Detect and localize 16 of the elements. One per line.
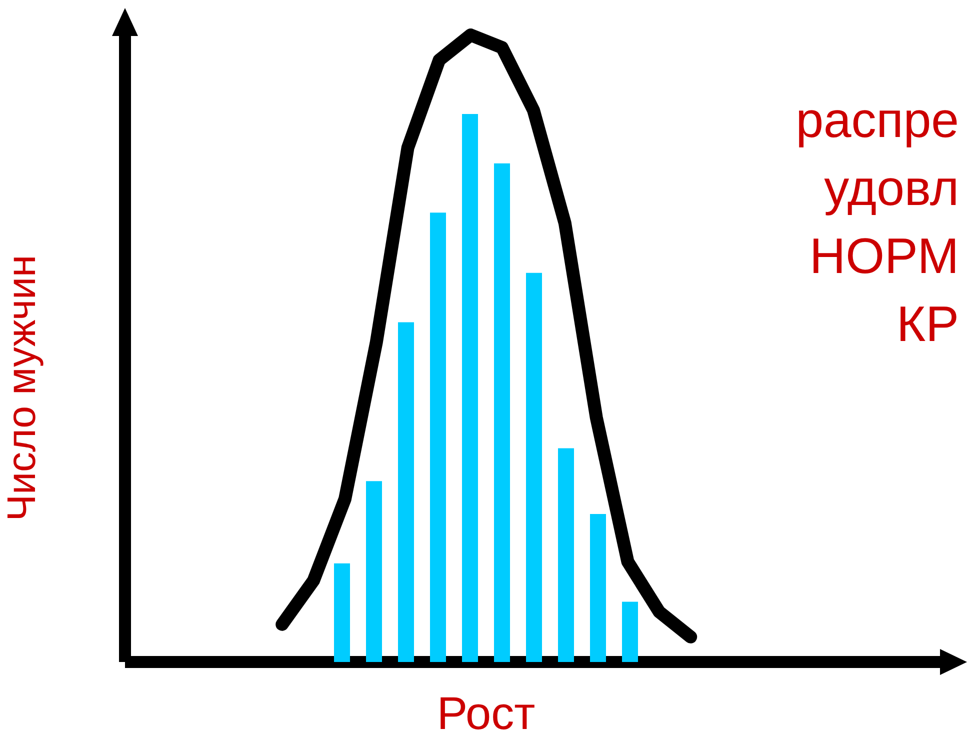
bar (622, 602, 638, 662)
bar (398, 322, 414, 662)
text: КР (896, 296, 959, 352)
text: распре (796, 92, 959, 148)
bar (494, 163, 510, 662)
y-axis-title: Число мужчин (0, 254, 44, 522)
bar (558, 448, 574, 662)
x-axis-title: Рост (436, 687, 536, 739)
bar (334, 563, 350, 662)
bar (430, 212, 446, 662)
text: удовл (824, 160, 959, 216)
bar (366, 481, 382, 662)
bar (526, 272, 542, 662)
text: НОРМ (810, 228, 959, 284)
bar (462, 114, 478, 662)
bar (590, 514, 606, 662)
